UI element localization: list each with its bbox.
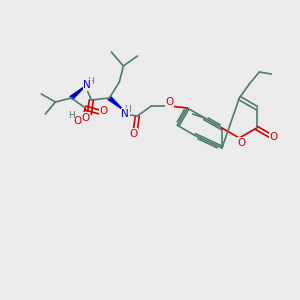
Text: H: H — [68, 110, 75, 119]
Text: O: O — [165, 97, 173, 107]
Text: O: O — [129, 129, 137, 139]
Text: O: O — [81, 113, 89, 123]
Polygon shape — [108, 97, 123, 110]
Text: N: N — [83, 80, 91, 90]
Text: O: O — [269, 132, 278, 142]
Text: N: N — [122, 109, 129, 119]
Text: H: H — [87, 76, 94, 85]
Text: O: O — [237, 138, 245, 148]
Polygon shape — [70, 86, 85, 100]
Text: O: O — [73, 116, 82, 126]
Text: H: H — [124, 104, 131, 113]
Text: O: O — [99, 106, 107, 116]
